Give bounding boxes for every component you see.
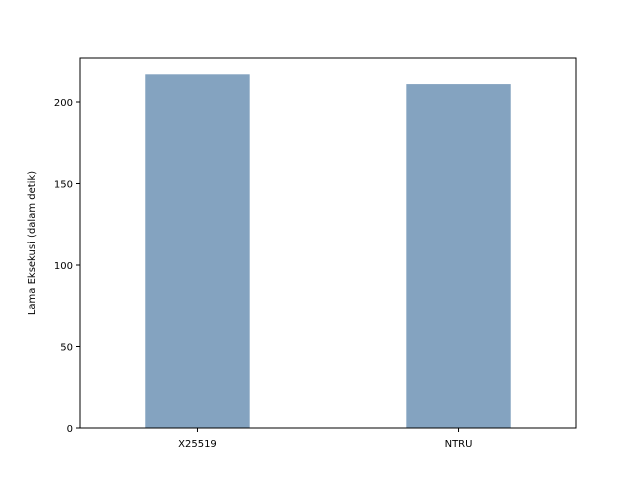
y-axis-ticks: 0 50 100 150 200: [54, 98, 80, 435]
bars-group: [145, 74, 511, 429]
x-tick-label: NTRU: [445, 439, 473, 450]
y-axis-label: Lama Eksekusi (dalam detik): [27, 171, 38, 315]
plot-frame: [79, 57, 577, 429]
y-tick-label: 150: [54, 180, 73, 191]
y-tick-label: 100: [54, 261, 73, 272]
bar-ntru: [406, 84, 511, 429]
bar-x25519: [145, 74, 250, 428]
x-tick-label: X25519: [178, 439, 217, 450]
y-tick-label: 200: [54, 98, 73, 109]
y-tick-label: 0: [67, 424, 73, 435]
x-axis-ticks: X25519 NTRU: [178, 428, 472, 450]
y-tick-label: 50: [60, 343, 73, 354]
